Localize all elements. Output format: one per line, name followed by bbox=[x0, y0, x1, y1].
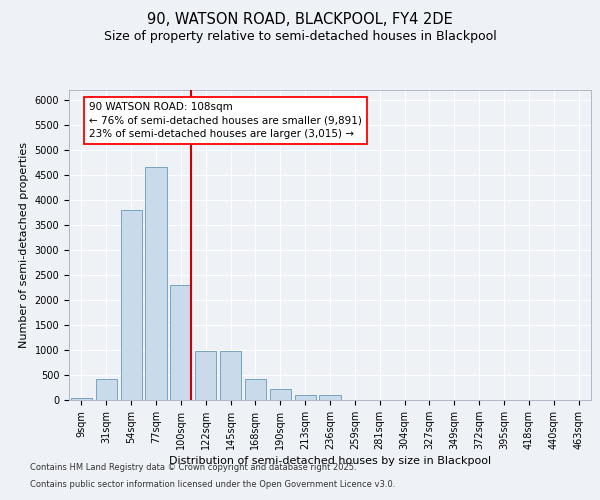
Bar bbox=[195, 351, 216, 400]
X-axis label: Distribution of semi-detached houses by size in Blackpool: Distribution of semi-detached houses by … bbox=[169, 456, 491, 466]
Bar bbox=[319, 395, 341, 400]
Text: Size of property relative to semi-detached houses in Blackpool: Size of property relative to semi-detach… bbox=[104, 30, 496, 43]
Text: Contains public sector information licensed under the Open Government Licence v3: Contains public sector information licen… bbox=[30, 480, 395, 489]
Y-axis label: Number of semi-detached properties: Number of semi-detached properties bbox=[19, 142, 29, 348]
Bar bbox=[245, 379, 266, 400]
Bar bbox=[220, 351, 241, 400]
Bar bbox=[96, 378, 117, 400]
Bar bbox=[121, 210, 142, 400]
Text: 90, WATSON ROAD, BLACKPOOL, FY4 2DE: 90, WATSON ROAD, BLACKPOOL, FY4 2DE bbox=[147, 12, 453, 28]
Text: 90 WATSON ROAD: 108sqm
← 76% of semi-detached houses are smaller (9,891)
23% of : 90 WATSON ROAD: 108sqm ← 76% of semi-det… bbox=[89, 102, 362, 139]
Bar bbox=[145, 168, 167, 400]
Bar bbox=[170, 285, 191, 400]
Bar bbox=[71, 398, 92, 400]
Bar bbox=[270, 389, 291, 400]
Bar bbox=[295, 394, 316, 400]
Text: Contains HM Land Registry data © Crown copyright and database right 2025.: Contains HM Land Registry data © Crown c… bbox=[30, 464, 356, 472]
